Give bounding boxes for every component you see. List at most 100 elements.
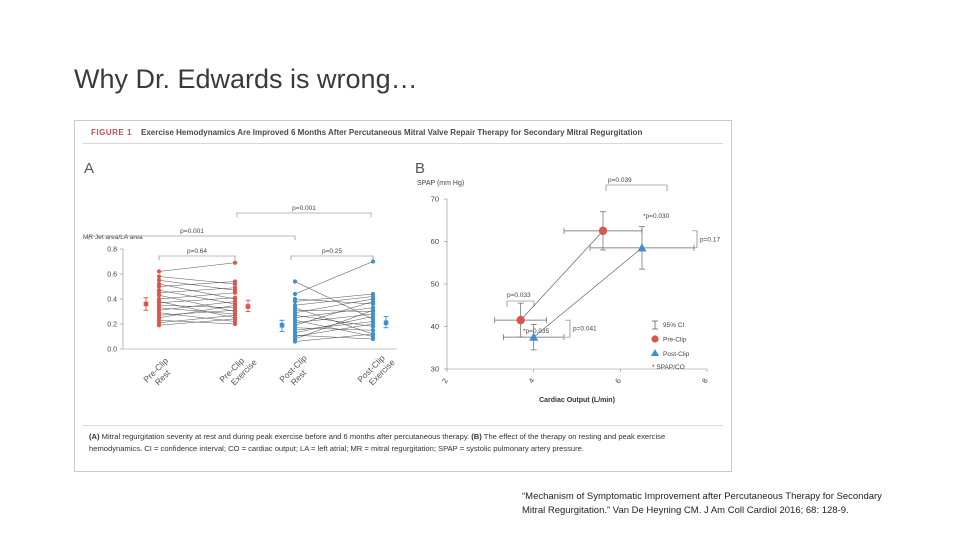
citation-line-2: Mitral Regurgitation.” Van De Heyning CM…: [522, 505, 849, 516]
y-tick-label: 0.6: [107, 272, 117, 279]
data-point: [370, 321, 376, 327]
paired-line: [158, 287, 236, 294]
paired-line: [294, 296, 374, 306]
data-point-pre-clip: [598, 226, 608, 236]
paired-line: [294, 314, 374, 327]
data-point: [232, 295, 238, 300]
paired-line: [294, 261, 374, 295]
data-point: [232, 290, 238, 295]
y-tick-label: 0.4: [107, 297, 117, 304]
data-point: [156, 293, 162, 298]
series-line: [520, 230, 604, 321]
group-mean-marker: [245, 304, 251, 309]
legend-pre-clip-marker: [651, 335, 659, 343]
x-category-label: Pre-ClipRest: [141, 355, 177, 391]
y-tick-label: 0.8: [107, 247, 117, 254]
data-point: [232, 308, 238, 313]
significance-label: *p=0.035: [523, 328, 550, 335]
y-tick-label: 70: [431, 195, 439, 204]
y-tick-label: 40: [431, 322, 439, 331]
significance-label: *p=0.030: [643, 213, 670, 220]
paired-line: [294, 327, 374, 331]
figure-charts: A MR Jet area/LA area 0.0 0.2 0.4 0.6 0.8 p=0.0…: [83, 160, 720, 404]
x-category-label: Post-ClipRest: [277, 353, 316, 392]
figure-header: FIGURE 1 Exercise Hemodynamics Are Impro…: [75, 121, 731, 143]
y-tick-label: 60: [431, 237, 439, 246]
significance-label: p=0.041: [573, 326, 597, 333]
significance-bracket: [605, 184, 668, 191]
paired-line: [158, 297, 236, 304]
citation: “Mechanism of Symptomatic Improvement af…: [522, 490, 952, 518]
paired-line: [158, 301, 236, 319]
data-point: [156, 284, 162, 289]
significance-label: p=0.039: [608, 177, 632, 184]
paired-line: [158, 289, 236, 305]
significance-label: p=0.001: [292, 205, 316, 212]
significance-bracket: [158, 255, 236, 260]
data-point: [232, 321, 238, 327]
group-mean-marker: [143, 301, 149, 307]
journal-figure: FIGURE 1 Exercise Hemodynamics Are Impro…: [74, 120, 732, 472]
data-point-post-clip: [529, 332, 539, 341]
data-point: [370, 336, 376, 342]
significance-bracket: [88, 235, 296, 240]
data-point: [370, 314, 376, 319]
paired-line: [294, 319, 374, 337]
y-tick-label: 0.2: [107, 322, 117, 329]
data-point: [232, 260, 238, 265]
paired-line: [158, 262, 236, 272]
paired-line: [294, 298, 374, 314]
legend-label: Post-Clip: [663, 351, 690, 358]
data-point: [370, 299, 376, 304]
data-point: [292, 299, 298, 304]
group-mean-marker: [383, 320, 389, 326]
y-tick-label: 0.0: [107, 347, 117, 354]
data-point: [370, 308, 376, 313]
group-mean-marker: [279, 322, 285, 328]
x-tick-label: 4: [527, 377, 537, 385]
paired-line: [294, 321, 374, 331]
caption-a-text: Mitral regurgitation severity at rest an…: [99, 432, 472, 441]
paired-line: [158, 304, 236, 319]
paired-line: [158, 309, 236, 316]
data-point: [232, 285, 238, 290]
x-axis-title: Cardiac Output (L/min): [539, 397, 615, 404]
caption-b-text: The effect of the therapy on resting and…: [89, 432, 666, 453]
data-point: [232, 279, 238, 284]
figure-caption: (A) Mitral regurgitation severity at res…: [89, 431, 719, 455]
significance-label: p=0.25: [322, 248, 342, 255]
paired-line: [294, 307, 374, 319]
data-point: [156, 323, 162, 328]
y-axis-title: SPAP (mm Hg): [417, 180, 464, 187]
data-point-pre-clip: [516, 315, 525, 325]
paired-line: [294, 333, 374, 342]
paired-line: [294, 334, 374, 340]
data-point: [292, 279, 298, 284]
paired-line: [294, 309, 374, 340]
data-point: [232, 303, 238, 308]
legend-label: * SPAP/CO: [652, 364, 685, 371]
legend-post-clip-marker: [651, 349, 659, 356]
data-point: [156, 269, 162, 274]
significance-label: p=0.033: [507, 292, 531, 299]
significance-bracket: [290, 255, 374, 260]
data-point: [156, 278, 162, 283]
paired-line: [158, 292, 236, 300]
significance-bracket: [236, 212, 372, 217]
data-point: [232, 313, 238, 318]
paired-line: [158, 276, 236, 285]
legend-label: 95% CI: [663, 322, 685, 329]
significance-bracket: [506, 300, 535, 307]
significance-label: p=0.001: [180, 228, 204, 235]
x-tick-label: 8: [700, 377, 710, 385]
x-tick-label: 6: [613, 377, 623, 385]
caption-b-label: (B): [471, 432, 482, 441]
paired-line: [158, 281, 236, 287]
citation-line-1: “Mechanism of Symptomatic Improvement af…: [522, 491, 882, 502]
paired-line: [294, 281, 374, 320]
significance-bracket: [565, 319, 571, 338]
figure-label: FIGURE 1: [91, 128, 132, 137]
header-divider: [83, 143, 723, 144]
paired-line: [294, 298, 374, 305]
x-category-label: Post-ClipExercise: [355, 350, 397, 392]
